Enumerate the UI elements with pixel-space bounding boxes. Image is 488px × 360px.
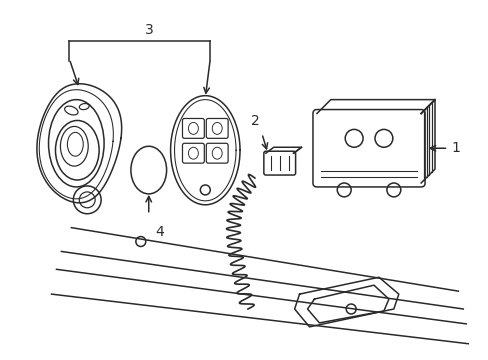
Text: 4: 4 xyxy=(155,225,164,239)
Text: 2: 2 xyxy=(250,114,259,129)
Text: 3: 3 xyxy=(145,23,154,37)
Text: 1: 1 xyxy=(450,141,459,155)
